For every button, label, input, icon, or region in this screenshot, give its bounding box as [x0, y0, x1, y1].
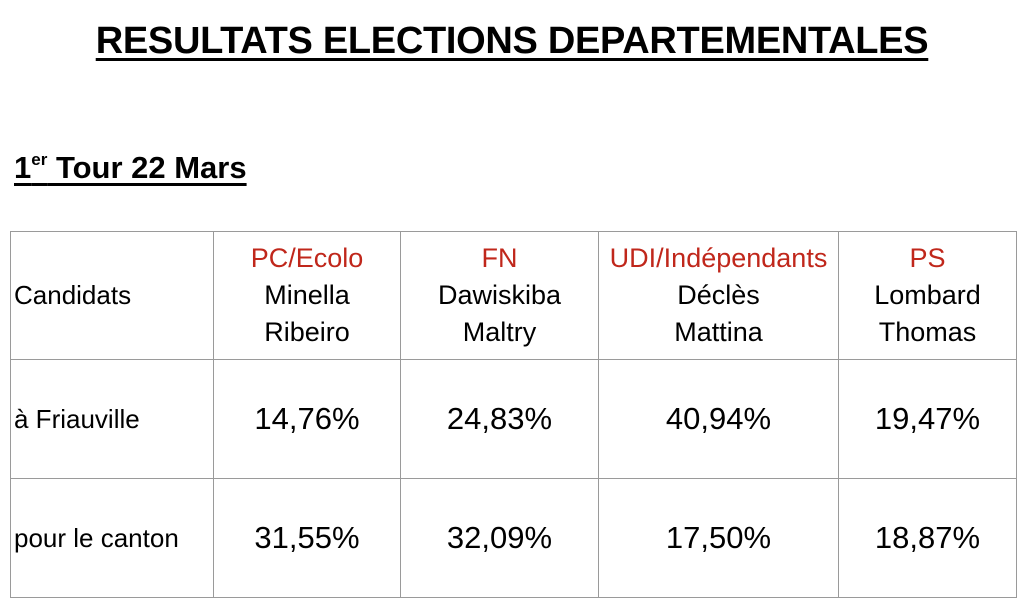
- candidate-name: Ribeiro: [264, 317, 350, 347]
- round-number: 1: [14, 150, 32, 185]
- candidate-name: Lombard: [874, 280, 981, 310]
- candidate-name: Minella: [264, 280, 350, 310]
- row-label-candidats: Candidats: [10, 231, 214, 360]
- candidate-name: Thomas: [878, 317, 977, 347]
- round-date: Tour 22 Mars: [47, 150, 247, 185]
- candidate-cell-ps: PS Lombard Thomas: [838, 231, 1017, 360]
- candidate-name: Mattina: [674, 317, 763, 347]
- party-label: PC/Ecolo: [250, 243, 364, 273]
- candidate-cell-pc-ecolo: PC/Ecolo Minella Ribeiro: [213, 231, 401, 360]
- percentage-cell: 19,47%: [838, 359, 1017, 479]
- round-title: 1er Tour 22 Mars: [14, 150, 247, 186]
- percentage-cell: 17,50%: [598, 478, 839, 598]
- page-title: RESULTATS ELECTIONS DEPARTEMENTALES: [95, 20, 929, 62]
- candidate-name: Dawiskiba: [437, 280, 562, 310]
- percentage-cell: 31,55%: [213, 478, 401, 598]
- candidate-name: Maltry: [462, 317, 537, 347]
- row-label: à Friauville: [10, 359, 214, 479]
- percentage-cell: 40,94%: [598, 359, 839, 479]
- party-label: UDI/Indépendants: [609, 243, 828, 273]
- row-label: pour le canton: [10, 478, 214, 598]
- candidate-name: Déclès: [677, 280, 760, 310]
- candidate-cell-fn: FN Dawiskiba Maltry: [400, 231, 599, 360]
- candidate-cell-udi: UDI/Indépendants Déclès Mattina: [598, 231, 839, 360]
- percentage-cell: 24,83%: [400, 359, 599, 479]
- party-label: FN: [481, 243, 518, 273]
- table-row-friauville: à Friauville 14,76% 24,83% 40,94% 19,47%: [10, 359, 1017, 479]
- round-number-suffix: er: [31, 150, 48, 169]
- percentage-cell: 14,76%: [213, 359, 401, 479]
- percentage-cell: 32,09%: [400, 478, 599, 598]
- table-row-canton: pour le canton 31,55% 32,09% 17,50% 18,8…: [10, 478, 1017, 598]
- candidates-row: Candidats PC/Ecolo Minella Ribeiro FN Da…: [10, 231, 1017, 360]
- party-label: PS: [909, 243, 946, 273]
- results-table: Candidats PC/Ecolo Minella Ribeiro FN Da…: [10, 231, 1017, 598]
- percentage-cell: 18,87%: [838, 478, 1017, 598]
